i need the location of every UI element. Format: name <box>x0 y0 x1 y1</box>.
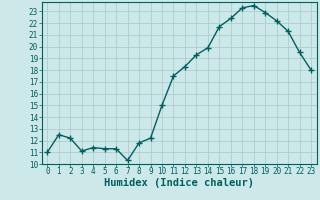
X-axis label: Humidex (Indice chaleur): Humidex (Indice chaleur) <box>104 178 254 188</box>
